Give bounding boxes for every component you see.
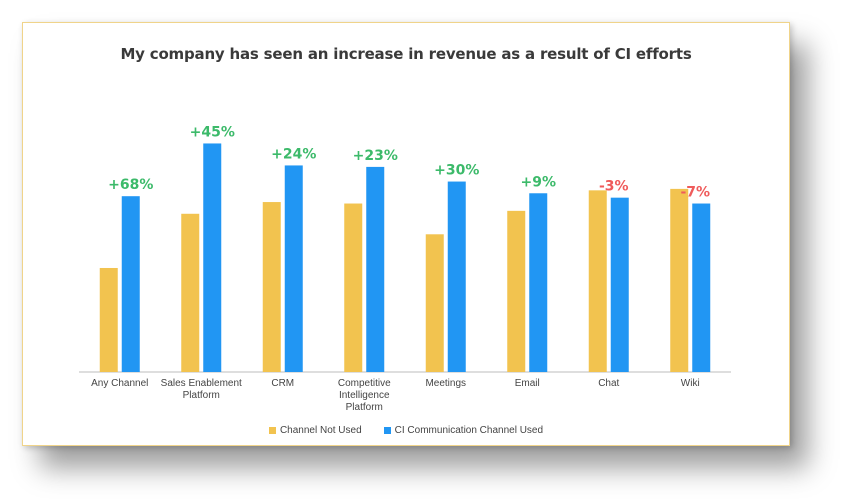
bar-annotation-label: -7% xyxy=(680,185,710,201)
bar-annotation-label: +68% xyxy=(108,177,153,193)
legend-item-channel-not-used: Channel Not Used xyxy=(268,425,362,436)
x-tick-label: Meetings xyxy=(425,378,466,389)
x-tick-label: CRM xyxy=(271,378,294,389)
bar-channel-not-used xyxy=(507,210,526,372)
chart-legend: Channel Not Used CI Communication Channe… xyxy=(23,425,789,436)
legend-label-channel-not-used: Channel Not Used xyxy=(279,425,362,436)
bar-ci-channel-used xyxy=(203,143,222,372)
x-tick-label: Intelligence xyxy=(339,390,390,401)
bar-annotation-label: -3% xyxy=(599,179,629,195)
bar-ci-channel-used xyxy=(366,166,385,372)
x-tick-label: Sales Enablement xyxy=(161,378,242,389)
bar-ci-channel-used xyxy=(121,196,140,372)
bar-ci-channel-used xyxy=(692,203,711,372)
x-tick-label: Chat xyxy=(598,378,619,389)
bar-annotation-label: +23% xyxy=(353,148,398,164)
bar-channel-not-used xyxy=(181,213,200,372)
bar-channel-not-used xyxy=(344,203,363,372)
bar-channel-not-used xyxy=(588,190,607,372)
bar-ci-channel-used xyxy=(447,181,466,372)
x-tick-label: Competitive xyxy=(338,378,391,389)
legend-swatch-ci-channel-used xyxy=(383,427,391,434)
chart-frame: My company has seen an increase in reven… xyxy=(22,22,790,446)
legend-swatch-channel-not-used xyxy=(268,427,276,434)
bar-channel-not-used xyxy=(670,188,689,372)
x-tick-label: Wiki xyxy=(681,378,700,389)
bar-annotation-label: +45% xyxy=(190,124,235,140)
legend-label-ci-channel-used: CI Communication Channel Used xyxy=(394,425,544,436)
bar-channel-not-used xyxy=(99,267,118,372)
bar-ci-channel-used xyxy=(284,165,303,372)
legend-item-ci-channel-used: CI Communication Channel Used xyxy=(383,425,544,436)
x-tick-label: Any Channel xyxy=(91,378,148,389)
x-tick-label: Email xyxy=(515,378,540,389)
chart-title: My company has seen an increase in reven… xyxy=(120,45,692,63)
bar-annotation-label: +9% xyxy=(521,174,557,190)
bar-ci-channel-used xyxy=(610,197,629,372)
bar-chart: +68%Any Channel+45%Sales EnablementPlatf… xyxy=(79,124,731,413)
bar-channel-not-used xyxy=(425,234,444,372)
x-tick-label: Platform xyxy=(183,390,220,401)
bar-channel-not-used xyxy=(262,202,281,372)
bar-annotation-label: +24% xyxy=(271,146,316,162)
bar-ci-channel-used xyxy=(529,193,548,372)
bar-annotation-label: +30% xyxy=(434,163,479,179)
x-tick-label: Platform xyxy=(346,402,383,413)
